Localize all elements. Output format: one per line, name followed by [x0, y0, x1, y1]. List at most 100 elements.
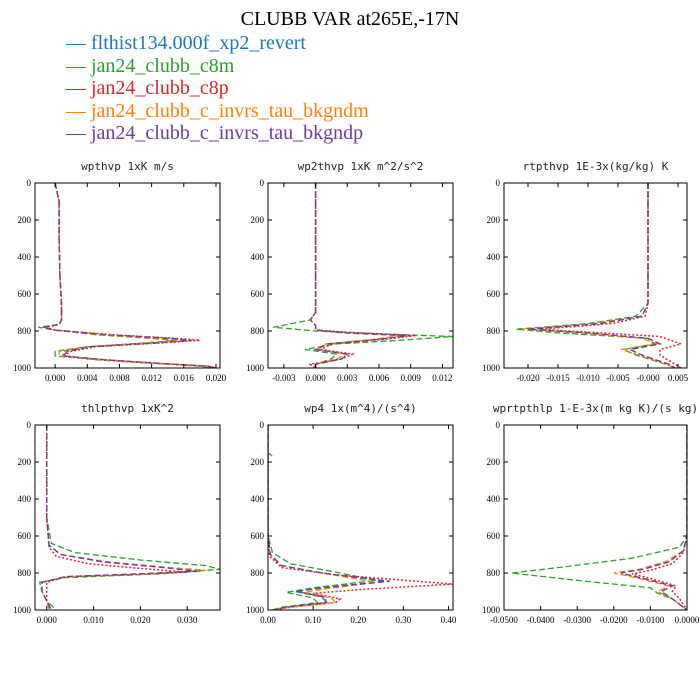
series-line-s5 — [41, 425, 197, 610]
chart-panel-rtpthvp: rtpthvp 1E-3x(kg/kg) K 0 200 400 600 800 1000 -… — [482, 160, 689, 383]
y-tick-label: 0 — [27, 420, 32, 430]
legend-entry: — jan24_clubb_c_invrs_tau_bkgndm — [66, 100, 369, 123]
x-tick-label: 0.020 — [130, 615, 151, 625]
x-tick-label: 0.40 — [441, 615, 457, 625]
y-tick-label: 1000 — [482, 363, 501, 373]
legend-swatch: — — [66, 122, 86, 144]
y-tick-label: 0 — [260, 178, 265, 188]
series-line-s2 — [273, 183, 453, 368]
plot-frame — [503, 182, 688, 369]
legend-entry: — jan24_clubb_c8p — [66, 77, 369, 100]
panel-title: wp2thvp 1xK m^2/s^2 — [298, 160, 424, 173]
x-tick-label: 0.012 — [142, 373, 162, 383]
x-tick-label: -0.005 — [606, 373, 630, 383]
y-tick-label: 800 — [487, 326, 501, 336]
y-tick-label: 600 — [18, 289, 32, 299]
series-line-s2 — [515, 183, 676, 368]
panel-title: thlpthvp 1xK^2 — [81, 402, 174, 415]
y-tick-label: 400 — [487, 494, 501, 504]
y-tick-label: 200 — [487, 457, 501, 467]
legend-label: jan24_clubb_c_invrs_tau_bkgndm — [91, 99, 369, 122]
x-tick-label: 0.00 — [260, 615, 276, 625]
x-tick-label: 0.006 — [369, 373, 390, 383]
x-tick-label: 0.30 — [395, 615, 411, 625]
y-tick-label: 200 — [487, 215, 501, 225]
x-tick-label: 0.012 — [432, 373, 452, 383]
y-tick-label: 800 — [487, 568, 501, 578]
y-tick-label: 200 — [18, 215, 32, 225]
x-tick-label: -0.0300 — [563, 615, 591, 625]
y-tick-label: 200 — [251, 457, 265, 467]
panel-title: wpthvp 1xK m/s — [81, 160, 174, 173]
x-tick-label: -0.0400 — [527, 615, 555, 625]
legend-entry: — jan24_clubb_c_invrs_tau_bkgndp — [66, 122, 369, 145]
series-line-s2 — [38, 425, 220, 610]
x-tick-label: 0.010 — [83, 615, 104, 625]
series-line-s2 — [268, 425, 377, 610]
x-tick-label: 0.000 — [45, 373, 66, 383]
chart-panel-thlpthvp: thlpthvp 1xK^2 0 200 400 600 800 1000 0.000 0.01… — [13, 402, 221, 625]
x-tick-label: 0.10 — [305, 615, 321, 625]
x-tick-label: -0.0100 — [637, 615, 665, 625]
series-line-s1 — [527, 183, 676, 368]
y-tick-label: 600 — [251, 531, 265, 541]
series-line-s3 — [631, 425, 687, 610]
panel-title: wprtpthlp 1-E-3x(m kg K)/(s kg) — [493, 402, 698, 415]
legend-label: jan24_clubb_c8p — [91, 77, 229, 99]
x-tick-label: 0.008 — [109, 373, 130, 383]
y-tick-label: 400 — [487, 252, 501, 262]
legend-label: flthist134.000f_xp2_revert — [91, 32, 306, 54]
series-line-s3 — [45, 425, 188, 610]
x-tick-label: 0.020 — [206, 373, 227, 383]
series-line-s3 — [539, 183, 684, 368]
legend-entry: — flthist134.000f_xp2_revert — [66, 32, 369, 55]
legend-label: jan24_clubb_c8m — [91, 54, 235, 77]
y-tick-label: 1000 — [246, 363, 265, 373]
y-tick-label: 800 — [251, 568, 265, 578]
series-line-s4 — [309, 183, 401, 368]
x-tick-label: 0.0000 — [675, 615, 700, 625]
x-tick-label: 0.20 — [350, 615, 366, 625]
y-tick-label: 0 — [27, 178, 32, 188]
x-tick-label: -0.020 — [516, 373, 540, 383]
x-tick-label: -0.010 — [576, 373, 600, 383]
y-tick-label: 200 — [18, 457, 32, 467]
plot-frame — [34, 182, 221, 369]
legend-label: jan24_clubb_c_invrs_tau_bkgndp — [91, 122, 364, 144]
series-line-s5 — [309, 183, 411, 368]
plot-frame — [34, 424, 221, 611]
y-tick-label: 600 — [18, 531, 32, 541]
x-tick-label: -0.0200 — [600, 615, 628, 625]
y-tick-label: 0 — [260, 420, 265, 430]
y-tick-label: 400 — [251, 494, 265, 504]
y-tick-label: 800 — [18, 326, 32, 336]
y-tick-label: 1000 — [482, 605, 501, 615]
legend-swatch: — — [66, 32, 86, 54]
x-tick-label: 0.016 — [174, 373, 195, 383]
series-line-s1 — [620, 425, 687, 610]
legend-swatch: — — [66, 77, 86, 99]
plot-frame — [267, 424, 454, 611]
chart-panel-wp2thvp: wp2thvp 1xK m^2/s^2 0 200 400 600 800 1000 -0.0… — [246, 160, 454, 383]
legend-swatch: — — [66, 99, 86, 122]
series-line-s4 — [613, 425, 687, 610]
x-tick-label: 0.000 — [37, 615, 58, 625]
y-tick-label: 800 — [251, 326, 265, 336]
series-line-s1 — [268, 425, 386, 610]
legend-swatch: — — [66, 54, 86, 77]
y-tick-label: 400 — [18, 494, 32, 504]
series-line-s5 — [527, 183, 676, 368]
x-tick-label: 0.030 — [177, 615, 198, 625]
plot-frame — [267, 182, 454, 369]
y-tick-label: 1000 — [246, 605, 265, 615]
legend: — flthist134.000f_xp2_revert — jan24_clu… — [66, 32, 369, 145]
y-tick-label: 200 — [251, 215, 265, 225]
x-tick-label: 0.000 — [305, 373, 326, 383]
series-line-s3 — [45, 183, 217, 368]
y-tick-label: 600 — [487, 289, 501, 299]
y-tick-label: 800 — [18, 568, 32, 578]
plot-frame — [503, 424, 688, 611]
series-line-s4 — [41, 425, 206, 610]
series-line-s5 — [42, 183, 217, 368]
